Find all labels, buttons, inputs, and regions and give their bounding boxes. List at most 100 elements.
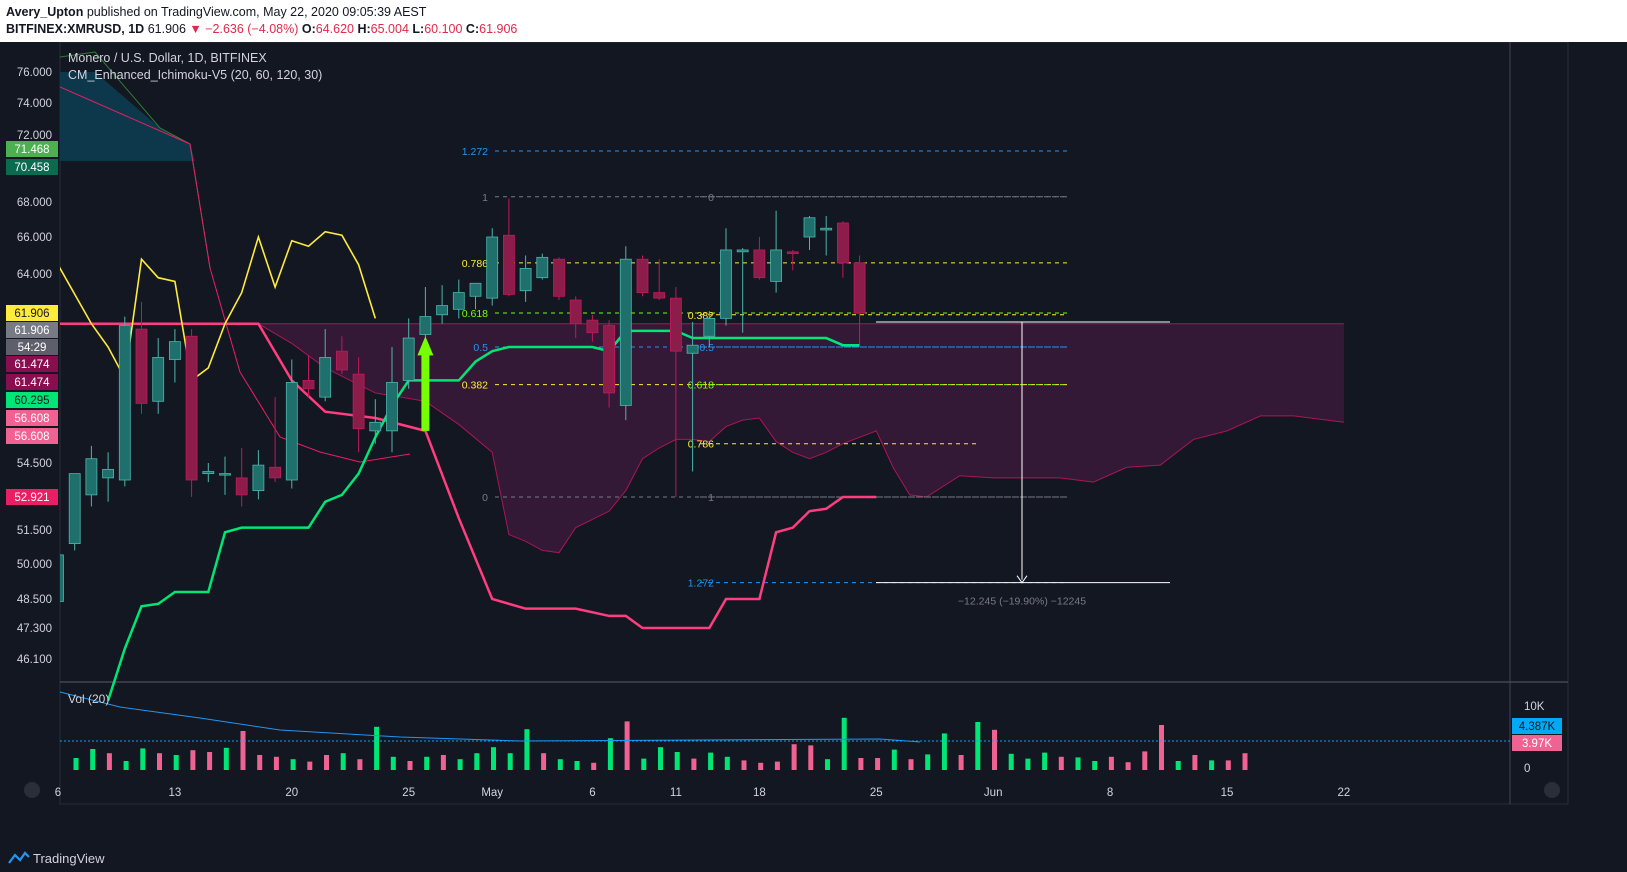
chart-title: Monero / U.S. Dollar, 1D, BITFINEX [68, 51, 267, 65]
volume-bar [1092, 761, 1098, 770]
candle-body [452, 292, 465, 310]
fib-left-label: 1.272 [462, 146, 488, 158]
price-label-badge [6, 410, 58, 426]
measure-arrow-icon [1016, 575, 1028, 584]
candle-body [803, 217, 816, 238]
volume-bar [340, 753, 346, 770]
auto-scale-button [1544, 782, 1560, 798]
volume-bar [841, 717, 847, 770]
volume-bar [641, 758, 647, 770]
volume-ma-line [59, 691, 921, 743]
price-label-badge [6, 159, 58, 175]
price-label-text: 61.474 [14, 377, 50, 389]
low-value: 60.100 [424, 22, 463, 36]
candle-body [820, 227, 833, 231]
x-tick-label: 20 [285, 787, 298, 799]
y-tick-label: 46.100 [17, 654, 52, 666]
candle-body [569, 299, 582, 325]
volume-bar [1108, 756, 1114, 770]
volume-bar [1175, 761, 1181, 770]
candle-body [219, 473, 231, 476]
footer-bar: TradingView [0, 846, 1627, 872]
close-label: C: [465, 22, 480, 36]
volume-bar [975, 722, 981, 770]
candle-body [636, 258, 649, 293]
candle-body [786, 251, 799, 255]
candle-body [670, 297, 682, 352]
volume-bar [140, 748, 146, 770]
fib-left-label: 0.618 [462, 308, 488, 320]
x-tick-label: 6 [589, 787, 595, 799]
x-tick-label: May [481, 787, 503, 799]
volume-bar [440, 755, 446, 770]
volume-bar [624, 721, 630, 770]
candle-body [519, 268, 532, 292]
volume-bar [908, 759, 914, 770]
volume-bar [223, 747, 229, 770]
low-label: L: [412, 22, 425, 36]
close-value: 61.906 [479, 22, 518, 36]
volume-bar [374, 726, 380, 770]
zoom-button [24, 782, 40, 798]
x-tick-label: 6 [55, 787, 61, 799]
volume-label-text: 4.387K [1519, 721, 1556, 733]
volume-bar [691, 758, 697, 770]
fib-right-label: 0.618 [688, 380, 714, 392]
volume-bar [1125, 762, 1131, 770]
volume-bar [992, 729, 997, 770]
volume-bar [1242, 753, 1248, 770]
x-tick-label: 22 [1338, 787, 1351, 799]
fib-left-label: 0 [482, 492, 488, 504]
high-value: 65.004 [370, 22, 409, 36]
volume-bar [407, 761, 413, 770]
volume-bar [90, 749, 96, 770]
kumo-cloud [60, 323, 1344, 553]
volume-bar [674, 752, 680, 770]
volume-bar [1209, 760, 1215, 770]
candle-body [553, 258, 565, 297]
price-label-badge [6, 322, 58, 338]
volume-bar [724, 756, 730, 770]
volume-bar [541, 753, 547, 770]
fib-left-label: 1 [482, 192, 488, 204]
x-tick-label: 25 [402, 787, 415, 799]
author-name[interactable]: Avery_Upton [6, 5, 84, 19]
price-label-text: 61.906 [14, 325, 49, 337]
volume-bar [507, 753, 513, 770]
price-label-text: 56.608 [14, 413, 49, 425]
volume-bar [574, 761, 580, 770]
volume-bar [591, 762, 597, 770]
volume-bar [1025, 758, 1031, 770]
header-line-2: BITFINEX:XMRUSD, 1D 61.906 ▼ −2.636 (−4.… [6, 22, 517, 36]
price-label-text: 54:29 [18, 342, 47, 354]
volume-bar [257, 755, 263, 770]
volume-label-badge [1512, 735, 1562, 751]
candle-body [269, 466, 282, 479]
open-value: 64.620 [315, 22, 354, 36]
candle-body [686, 344, 699, 354]
price-chart[interactable]: 1.27210.7860.6180.50.382000.3820.50.6180… [0, 42, 1627, 846]
high-label: H: [357, 22, 371, 36]
fib-right-label: 1 [708, 492, 714, 504]
candle-body [118, 325, 131, 481]
open-label: O: [301, 22, 316, 36]
x-tick-label: 11 [670, 787, 682, 799]
candle-body [386, 382, 398, 432]
price-label-text: 61.474 [14, 359, 50, 371]
volume-bar [207, 752, 213, 770]
price-label-badge [6, 305, 58, 321]
x-tick-label: 15 [1221, 787, 1234, 799]
volume-bar [925, 754, 931, 770]
candle-body [402, 337, 415, 381]
candle-body [102, 468, 114, 479]
candle-body [753, 249, 766, 279]
price-label-badge [6, 356, 58, 372]
volume-bar [607, 738, 613, 770]
volume-bar [658, 747, 663, 770]
volume-bar [858, 758, 864, 770]
volume-bar [324, 755, 329, 770]
volume-bar [1225, 760, 1231, 770]
tradingview-brand[interactable]: TradingView [33, 851, 105, 866]
y-tick-label: 64.000 [17, 269, 52, 281]
candle-body [837, 222, 849, 264]
